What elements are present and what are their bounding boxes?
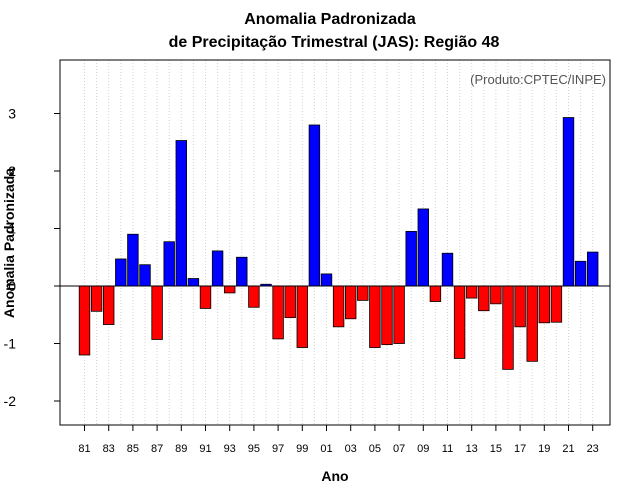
bar-22 xyxy=(574,260,587,287)
bar-18 xyxy=(526,285,538,362)
x-tick-label: 93 xyxy=(224,443,236,455)
x-tick-label: 87 xyxy=(151,443,163,455)
bar-02 xyxy=(332,285,345,328)
bar-99 xyxy=(296,285,309,348)
bar-09 xyxy=(417,208,430,287)
x-tick-label: 15 xyxy=(490,443,502,455)
bar-88 xyxy=(163,241,175,287)
bar-06 xyxy=(381,285,393,346)
bar-10 xyxy=(429,285,442,302)
x-tick-label: 07 xyxy=(393,443,405,455)
bar-83 xyxy=(103,285,115,325)
x-axis-label: Ano xyxy=(321,468,348,484)
bar-08 xyxy=(405,230,417,287)
x-tick-label: 11 xyxy=(442,443,453,455)
bar-91 xyxy=(199,285,212,309)
x-tick-label: 17 xyxy=(514,443,526,455)
y-tick-label: 1 xyxy=(8,221,16,237)
bar-84 xyxy=(115,258,127,287)
bar-86 xyxy=(139,264,151,287)
bar-97 xyxy=(272,285,284,340)
bar-93 xyxy=(223,285,236,294)
y-tick-label: 2 xyxy=(8,163,16,179)
y-tick-label: 0 xyxy=(8,278,16,294)
x-tick-label: 01 xyxy=(320,443,332,455)
x-tick-label: 95 xyxy=(248,443,260,455)
x-tick-label: 85 xyxy=(127,443,139,455)
bar-15 xyxy=(490,285,502,305)
vertical-gridlines xyxy=(84,60,594,425)
bar-21 xyxy=(562,117,575,287)
bar-07 xyxy=(393,285,405,344)
bar-01 xyxy=(320,273,333,287)
bar-12 xyxy=(453,285,466,359)
x-tick-label: 03 xyxy=(345,443,357,455)
bar-85 xyxy=(127,233,139,287)
x-tick-label: 21 xyxy=(562,443,574,455)
bar-14 xyxy=(478,285,490,312)
bar-94 xyxy=(236,256,248,287)
bar-23 xyxy=(587,251,599,287)
x-tick-label: 97 xyxy=(272,443,284,455)
y-tick-label: -1 xyxy=(4,336,17,352)
x-tick-label: 13 xyxy=(466,443,478,455)
x-tick-label: 81 xyxy=(78,443,90,455)
bar-90 xyxy=(187,278,200,287)
bar-87 xyxy=(151,285,163,340)
bar-92 xyxy=(211,250,224,287)
x-tick-label: 91 xyxy=(199,443,211,455)
bar-series xyxy=(78,117,599,370)
bar-89 xyxy=(175,140,188,287)
x-tick-label: 99 xyxy=(296,443,308,455)
chart-subtitle: de Precipitação Trimestral (JAS): Região… xyxy=(169,34,500,51)
x-tick-label: 23 xyxy=(587,443,599,455)
bar-16 xyxy=(502,285,514,370)
x-tick-label: 89 xyxy=(175,443,187,455)
x-tick-label: 09 xyxy=(417,443,429,455)
y-tick-label: -2 xyxy=(4,393,17,409)
bar-81 xyxy=(78,285,91,356)
x-tick-label: 05 xyxy=(369,443,381,455)
x-axis: 81 83 85 87 89 91 93 95 97 99 01 03 05 07 09 11 13 15 17 19… xyxy=(78,425,599,455)
bar-03 xyxy=(344,285,357,320)
bar-05 xyxy=(369,285,381,348)
y-tick-label: 3 xyxy=(8,106,16,122)
y-axis-label: Anomalia Padronizada xyxy=(1,168,17,318)
plot-frame xyxy=(59,59,611,426)
bar-00 xyxy=(308,124,321,287)
product-credit: (Produto:CPTEC/INPE) xyxy=(470,72,606,87)
y-axis: -2 -1 0 1 2 3 xyxy=(4,106,60,409)
bar-04 xyxy=(357,285,369,301)
bar-98 xyxy=(284,285,296,319)
bar-82 xyxy=(90,285,103,312)
x-tick-label: 19 xyxy=(538,443,550,455)
bar-11 xyxy=(441,252,454,287)
bar-20 xyxy=(550,285,563,323)
x-tick-label: 83 xyxy=(103,443,115,455)
bar-13 xyxy=(465,285,478,299)
bar-95 xyxy=(248,285,260,308)
chart-title: Anomalia Padronizada xyxy=(244,11,416,28)
bar-19 xyxy=(538,285,551,324)
bar-17 xyxy=(514,285,526,328)
